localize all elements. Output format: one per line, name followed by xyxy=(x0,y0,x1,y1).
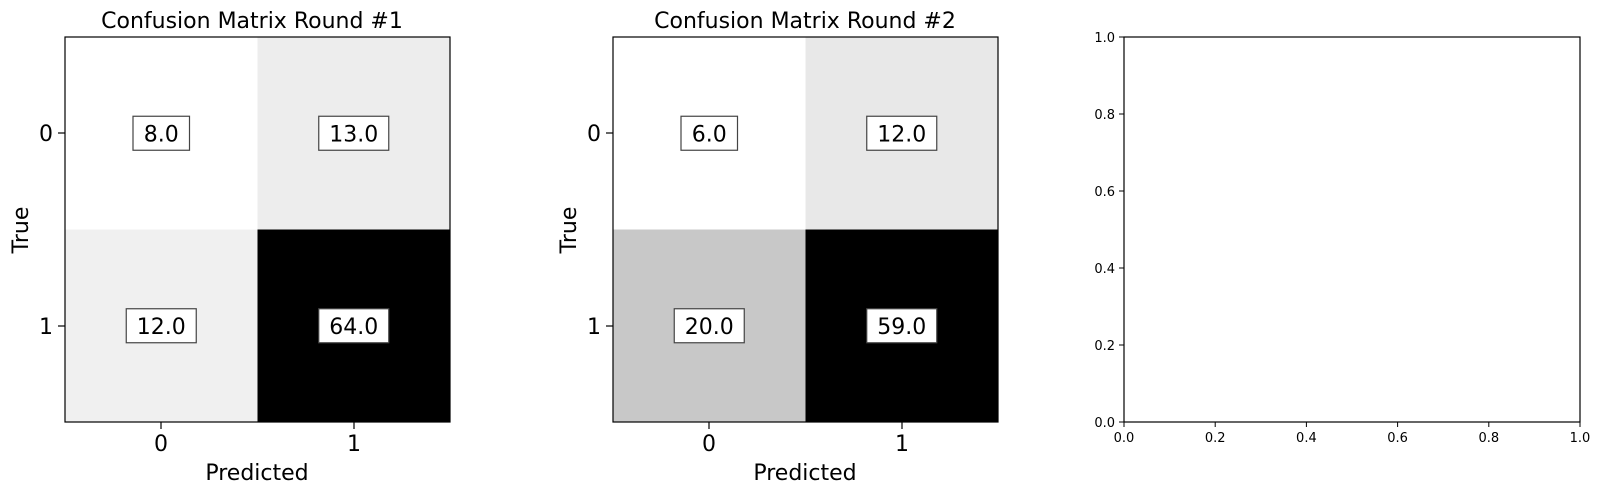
cm1-value-1-1: 64.0 xyxy=(329,315,378,340)
cm2-ytick-label-1: 1 xyxy=(587,315,601,340)
cm1-value-0-1: 13.0 xyxy=(329,122,378,147)
empty-axes-xtick-label-3: 0.6 xyxy=(1387,431,1408,446)
cm2-value-box-1-0 xyxy=(673,308,745,344)
cm1-value-box-0-1 xyxy=(318,115,390,151)
cm2-value-0-1: 12.0 xyxy=(877,122,926,147)
empty-axes-ytick-label-4: 0.8 xyxy=(1094,108,1115,123)
cm2-value-box-1-1 xyxy=(866,308,938,344)
cm1-xtick-label-0: 0 xyxy=(154,432,168,457)
empty-axes-ytick-label-2: 0.4 xyxy=(1094,262,1115,277)
cm2-cells: 6.0 12.0 20.0 59.0 xyxy=(613,37,998,422)
cm2-frame xyxy=(612,36,999,423)
cm1-ytick-label-1: 1 xyxy=(39,315,53,340)
empty-axes-xticks: 0.0 0.2 0.4 0.6 0.8 1.0 xyxy=(1114,422,1591,446)
cm2-value-box-0-0 xyxy=(680,115,739,151)
cm1-value-0-0: 8.0 xyxy=(144,122,179,147)
cm1-value-box-1-1 xyxy=(318,308,390,344)
cm2-value-1-1: 59.0 xyxy=(877,315,926,340)
empty-axes-xtick-label-2: 0.4 xyxy=(1296,431,1317,446)
cm1-ticks: 0 1 0 1 xyxy=(39,122,361,457)
empty-axes-xtick-label-0: 0.0 xyxy=(1114,431,1135,446)
empty-axes-ytick-label-5: 1.0 xyxy=(1094,31,1115,46)
cm2-ticks: 0 1 0 1 xyxy=(587,122,909,457)
empty-axes-xtick-label-1: 0.2 xyxy=(1205,431,1226,446)
empty-axes-xtick-label-5: 1.0 xyxy=(1570,431,1591,446)
empty-axes: 0.0 0.2 0.4 0.6 0.8 1.0 0.0 0.2 0.4 0.6 0.8 1.0 xyxy=(1094,31,1590,446)
cm1-value-1-0: 12.0 xyxy=(137,315,186,340)
cm1-xtick-label-1: 1 xyxy=(347,432,361,457)
confusion-matrix-1: Confusion Matrix Round #1 8.0 13.0 12.0 64.… xyxy=(9,9,451,486)
cm1-title: Confusion Matrix Round #1 xyxy=(101,9,403,34)
cm2-title: Confusion Matrix Round #2 xyxy=(654,9,956,34)
cm2-xtick-label-0: 0 xyxy=(702,432,716,457)
cm1-frame xyxy=(64,36,451,423)
cm2-ytick-label-0: 0 xyxy=(587,122,601,147)
cm1-ytick-label-0: 0 xyxy=(39,122,53,147)
confusion-matrix-2: Confusion Matrix Round #2 6.0 12.0 20.0 59.… xyxy=(557,9,999,486)
cm1-xlabel: Predicted xyxy=(205,461,308,486)
empty-axes-frame xyxy=(1123,36,1581,423)
empty-axes-ytick-label-0: 0.0 xyxy=(1094,416,1115,431)
cm2-xlabel: Predicted xyxy=(753,461,856,486)
cm1-cells: 8.0 13.0 12.0 64.0 xyxy=(65,37,450,422)
cm1-ylabel: True xyxy=(9,207,34,255)
cm1-value-box-1-0 xyxy=(125,308,197,344)
cm2-value-1-0: 20.0 xyxy=(685,315,734,340)
empty-axes-xtick-label-4: 0.8 xyxy=(1478,431,1499,446)
empty-axes-ytick-label-3: 0.6 xyxy=(1094,185,1115,200)
cm2-xtick-label-1: 1 xyxy=(895,432,909,457)
cm1-value-box-0-0 xyxy=(132,115,191,151)
cm2-ylabel: True xyxy=(557,207,582,255)
cm2-value-box-0-1 xyxy=(866,115,938,151)
empty-axes-ytick-label-1: 0.2 xyxy=(1094,339,1115,354)
empty-axes-yticks: 0.0 0.2 0.4 0.6 0.8 1.0 xyxy=(1094,31,1124,431)
cm2-value-0-0: 6.0 xyxy=(692,122,727,147)
